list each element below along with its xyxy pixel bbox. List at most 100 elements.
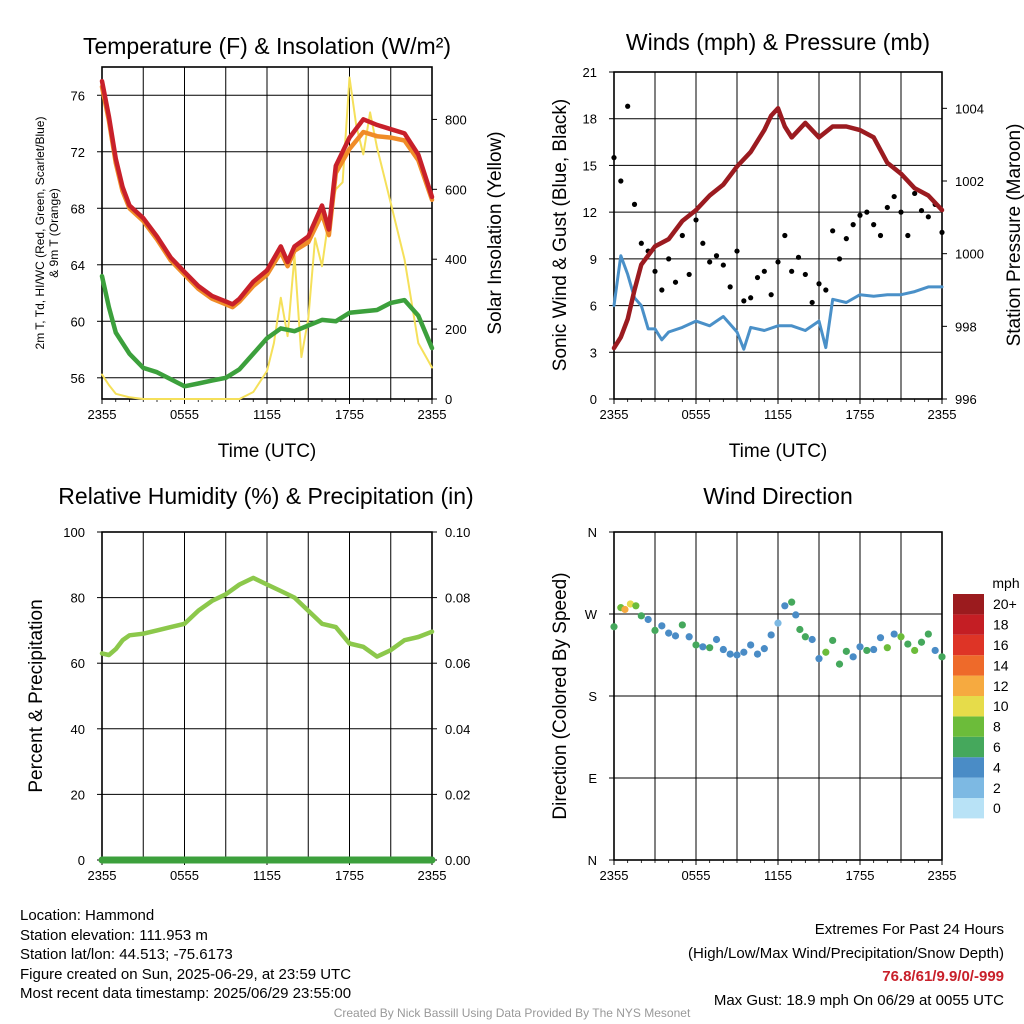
legend-label: 16 [993,637,1009,653]
y-tick-label: 56 [71,371,85,386]
y-tick-label: 20 [71,787,85,802]
x-tick-label: 2355 [418,407,447,422]
direction-point [706,644,714,652]
y-axis-label-left: Percent & Precipitation [26,599,47,792]
gust-point [741,298,747,304]
legend-label: 14 [993,657,1009,673]
direction-point [788,598,796,606]
legend-title: mph [992,575,1019,591]
direction-point [796,625,804,634]
gust-point [666,256,672,262]
y-tick-label: 100 [63,525,85,540]
direction-point [842,647,850,655]
direction-point [792,611,800,619]
direction-point [671,632,680,640]
direction-point [685,633,693,641]
direction-point [917,638,926,646]
x-tick-label: 2355 [600,868,629,883]
y-tick-label: 9 [590,252,597,267]
direction-point [651,626,659,635]
legend-swatch [953,594,984,615]
y-tick-label: N [588,525,597,540]
direction-point [870,645,878,654]
gust-point [877,232,884,239]
y-tick-label: 40 [71,722,85,737]
gust-point [782,232,788,239]
y-tick-label: 80 [71,591,85,606]
gust-point [720,262,726,268]
y-tick-label: E [588,771,597,786]
direction-point [808,635,816,644]
direction-point [835,660,844,668]
x-tick-label: 1155 [253,868,281,883]
y-axis-label-left: Sonic Wind & Gust (Blue, Black) [550,99,571,371]
panel-title-winds: Winds (mph) & Pressure (mb) [626,29,930,55]
gust-point [850,222,856,228]
y-right-tick-label: 998 [955,319,977,334]
y-tick-label: 76 [71,88,85,103]
direction-point [863,646,871,655]
panel-title-wind-direction: Wind Direction [703,483,853,509]
y-right-tick-label: 0.00 [445,853,470,868]
station-info: Location: Hammond Station elevation: 111… [20,906,351,1004]
direction-point [637,612,645,620]
legend-label: 4 [993,759,1001,775]
gust-point [830,228,836,234]
y-tick-label: 0 [78,853,85,868]
gust-point [864,209,870,215]
x-tick-label: 1155 [764,868,792,883]
direction-point [753,650,762,658]
extremes-title: Extremes For Past 24 Hours [814,921,1004,938]
gust-point [727,284,733,290]
direction-point [678,621,686,629]
y-right-tick-label: 1004 [955,101,984,116]
gust-point [625,103,631,109]
x-tick-label: 0555 [170,407,199,422]
direction-point [883,644,891,652]
y-tick-label: 3 [590,345,597,360]
y-tick-label: N [588,853,597,868]
gust-point [836,256,843,262]
legend-label: 8 [993,719,1001,735]
legend-label: 20+ [993,596,1017,612]
direction-point [856,643,864,651]
direction-point [781,602,789,610]
gust-point [748,295,754,301]
direction-point [665,629,673,637]
2m-t-line [99,78,435,307]
gust-point [631,201,638,207]
legend-swatch [953,655,984,676]
extremes-box: Extremes For Past 24 Hours (High/Low/Max… [688,918,1004,1012]
y-axis-label-right: Solar Insolation (Yellow) [485,131,506,334]
x-tick-label: 0555 [170,868,199,883]
gust-point [905,232,911,239]
direction-point [733,651,741,659]
humidity-panel: 2355 0555 1155 1755 23550204060801000.000.02… [26,525,470,883]
x-tick-label: 2355 [88,407,117,422]
legend-label: 2 [993,780,1001,796]
direction-point [801,633,809,641]
y-right-tick-label: 1002 [955,174,984,189]
td-line [99,273,435,389]
direction-point [719,645,727,654]
y-right-tick-label: 800 [445,112,467,127]
winds-panel: 2355 0555 1155 1755 235503691215182199699810… [550,65,1024,462]
gust-point [768,292,774,298]
legend-label: 6 [993,739,1001,755]
y-tick-label: 60 [71,656,85,671]
gust-point [734,248,740,254]
direction-point [829,636,837,645]
panel-title-temperature: Temperature (F) & Insolation (W/m²) [83,33,451,59]
gust-point [638,240,644,246]
y-right-tick-label: 0.10 [445,525,470,540]
gust-point [816,281,822,287]
station-location: Location: Hammond [20,907,155,924]
x-axis-label: Time (UTC) [729,441,828,462]
direction-point [626,600,635,608]
speed-legend: mph 0 2 4 6 8 10 12 14 16 18 20+ [953,575,1020,819]
y-right-tick-label: 400 [445,252,467,267]
legend-swatch [953,675,984,696]
x-tick-label: 2355 [418,868,447,883]
